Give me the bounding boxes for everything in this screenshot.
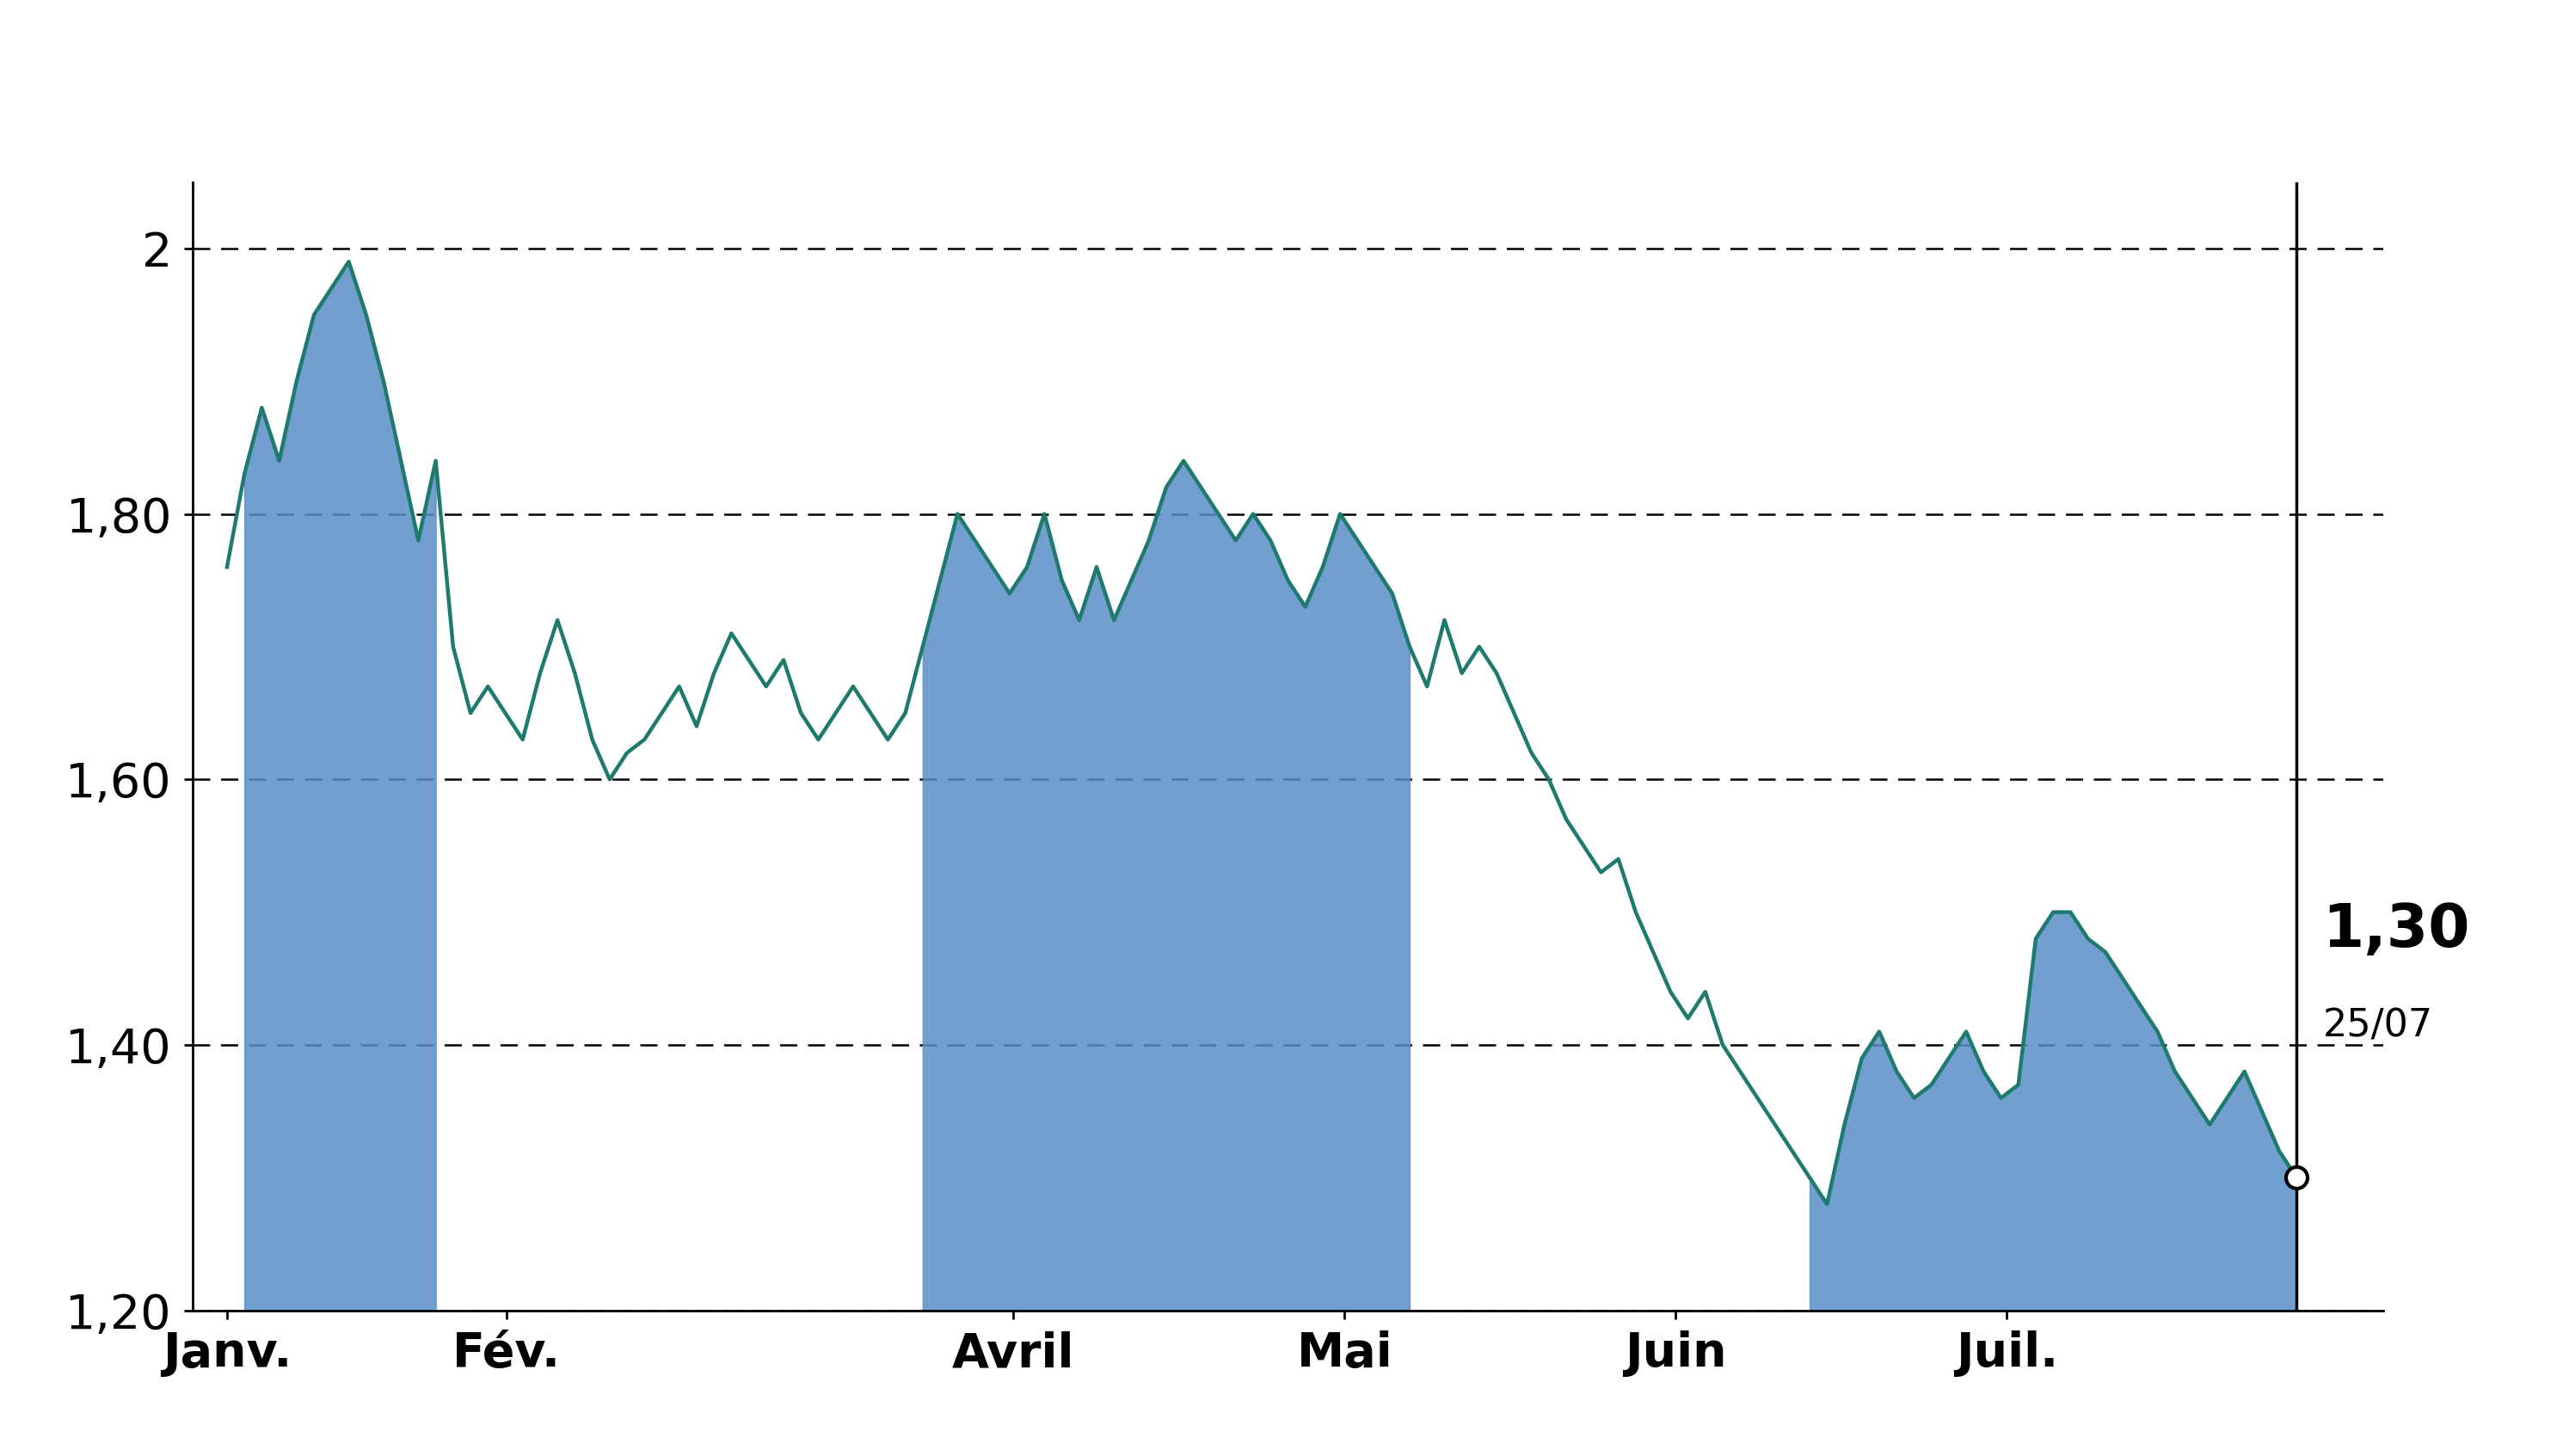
Text: 25/07: 25/07 [2322, 1008, 2432, 1045]
Text: 1,30: 1,30 [2322, 901, 2471, 958]
Text: Ur-Energy Inc.: Ur-Energy Inc. [887, 29, 1676, 124]
